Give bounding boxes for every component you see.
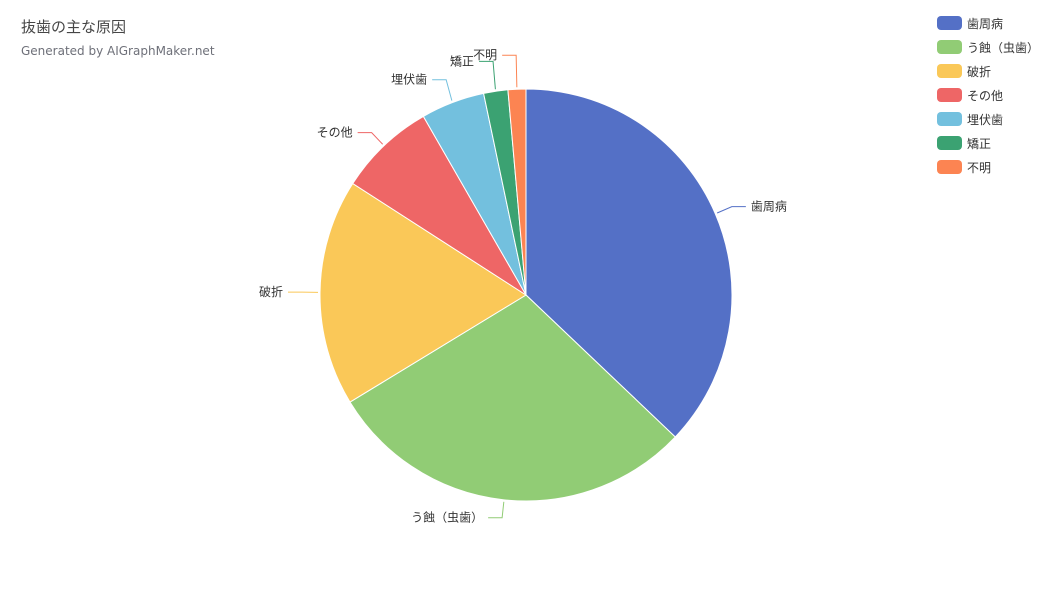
- legend-label: 不明: [967, 160, 992, 175]
- legend-label: 破折: [967, 64, 992, 79]
- chart-legend: 歯周病う蝕（虫歯） 破折その他埋伏歯矯正不明: [937, 11, 1039, 179]
- pie-leader-line-4: [432, 79, 453, 101]
- pie-leader-line-0: [716, 206, 746, 214]
- pie-slice-0[interactable]: [525, 88, 733, 438]
- pie-label-4: 埋伏歯: [391, 73, 427, 87]
- legend-label: 埋伏歯: [967, 112, 1004, 127]
- legend-swatch: [937, 160, 962, 174]
- legend-label: う蝕（虫歯）: [967, 40, 1040, 55]
- legend-label: その他: [967, 88, 1004, 103]
- legend-item-0[interactable]: 歯周病: [937, 11, 1039, 35]
- pie-leader-line-1: [488, 501, 505, 519]
- legend-swatch: [937, 40, 962, 54]
- pie-leader-lines: [288, 54, 746, 519]
- pie-leader-line-5: [479, 60, 496, 90]
- pie-slice-2[interactable]: [319, 182, 527, 403]
- chart-title: 抜歯の主な原因: [21, 18, 127, 36]
- pie-slices: [319, 88, 733, 502]
- pie-label-3: その他: [317, 126, 353, 140]
- pie-label-6: 不明: [473, 48, 497, 62]
- chart-subtitle: Generated by AIGraphMaker.net: [21, 44, 215, 58]
- pie-label-5: 矯正: [450, 54, 474, 68]
- legend-swatch: [937, 64, 962, 78]
- pie-leader-line-6: [502, 54, 518, 88]
- pie-slice-6[interactable]: [507, 88, 527, 296]
- legend-swatch: [937, 112, 962, 126]
- legend-item-4[interactable]: 埋伏歯: [937, 107, 1039, 131]
- pie-leader-line-3: [357, 132, 384, 145]
- legend-item-3[interactable]: その他: [937, 83, 1039, 107]
- legend-label: 矯正: [967, 136, 992, 151]
- legend-swatch: [937, 136, 962, 150]
- pie-slice-3[interactable]: [352, 115, 527, 296]
- pie-label-0: 歯周病: [751, 199, 787, 214]
- legend-item-1[interactable]: う蝕（虫歯）: [937, 35, 1039, 59]
- legend-item-2[interactable]: 破折: [937, 59, 1039, 83]
- pie-label-1: う蝕（虫歯）: [411, 510, 483, 525]
- legend-label: 歯周病: [967, 16, 1004, 31]
- legend-swatch: [937, 16, 962, 30]
- legend-item-5[interactable]: 矯正: [937, 131, 1039, 155]
- pie-slice-1[interactable]: [349, 294, 676, 502]
- legend-swatch: [937, 88, 962, 102]
- pie-label-2: 破折: [259, 284, 283, 299]
- legend-item-6[interactable]: 不明: [937, 155, 1039, 179]
